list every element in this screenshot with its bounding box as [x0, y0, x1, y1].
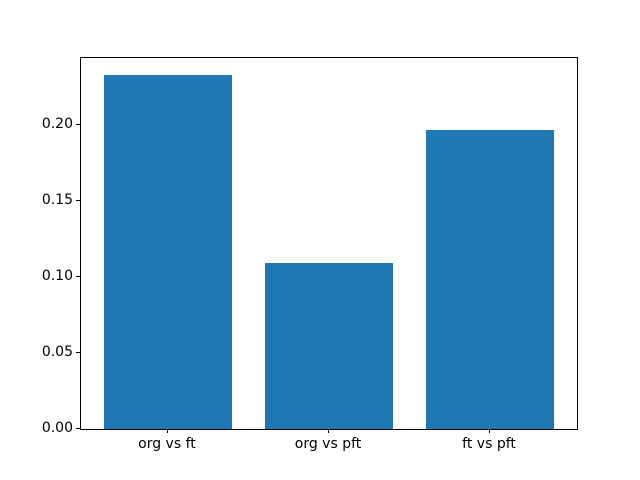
- y-tick-label: 0.15: [41, 192, 73, 209]
- y-tick: [76, 428, 80, 429]
- y-tick: [76, 124, 80, 126]
- bar-ft-vs-pft: [425, 129, 555, 429]
- y-tick-label: 0.10: [41, 268, 73, 285]
- x-tick: [328, 429, 329, 433]
- y-tick-label: 0.20: [41, 116, 73, 133]
- bar-org-vs-ft: [103, 75, 233, 429]
- y-tick: [76, 200, 80, 202]
- x-tick: [489, 429, 491, 433]
- plot-area: [80, 57, 578, 430]
- x-tick-label: ft vs pft: [462, 436, 516, 452]
- y-tick-label: 0.00: [41, 420, 73, 436]
- x-tick-label: org vs ft: [138, 436, 196, 452]
- x-tick: [166, 429, 168, 433]
- x-tick-label: org vs pft: [294, 436, 362, 452]
- y-tick-label: 0.05: [41, 344, 73, 361]
- y-tick: [76, 352, 80, 354]
- bar-org-vs-pft: [264, 263, 394, 429]
- y-tick: [76, 276, 80, 278]
